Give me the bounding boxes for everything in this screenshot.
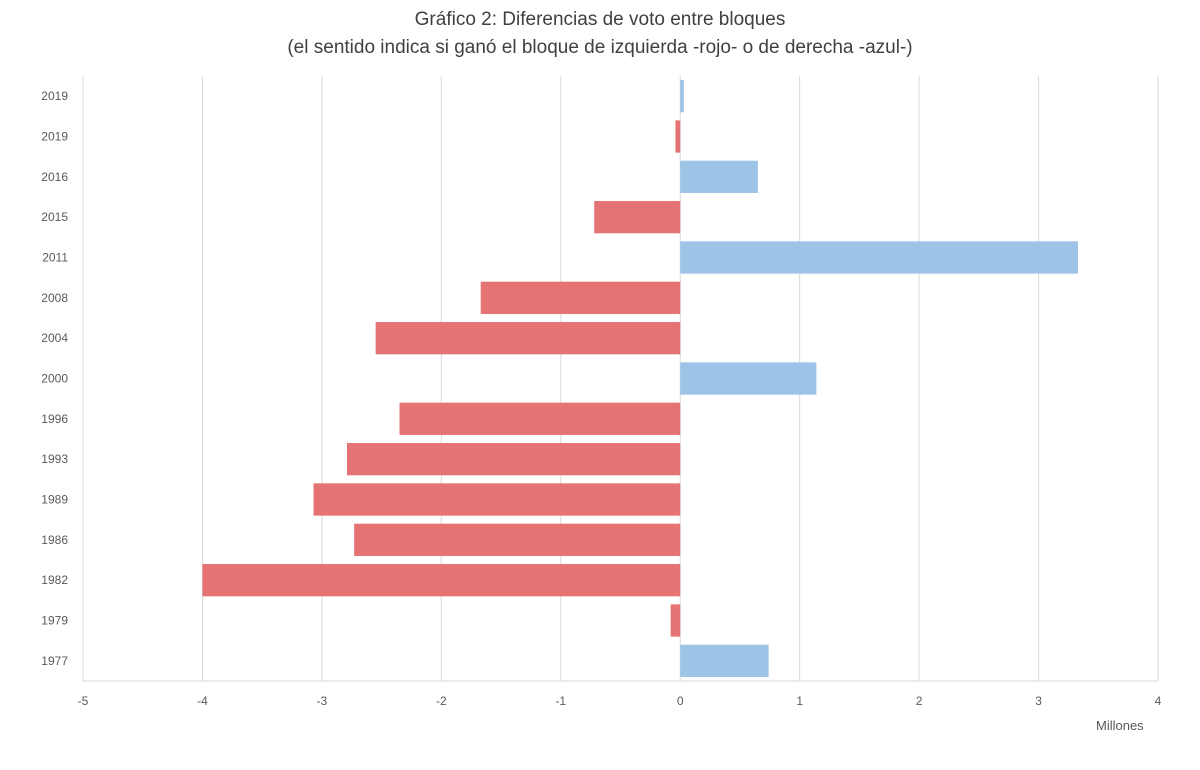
x-tick-label: -1 [555, 694, 566, 708]
y-tick-label: 2011 [42, 251, 68, 265]
bar [399, 402, 681, 435]
y-tick-label: 1989 [41, 493, 68, 507]
x-tick-label: 3 [1035, 694, 1042, 708]
x-tick-label: 2 [916, 694, 923, 708]
y-tick-label: 2004 [41, 331, 68, 345]
x-axis-label: Millones [1096, 718, 1144, 733]
bar [313, 483, 681, 516]
x-tick-label: 0 [677, 694, 684, 708]
y-tick-label: 2015 [41, 210, 68, 224]
x-tick-label: 4 [1155, 694, 1162, 708]
y-tick-label: 1996 [41, 412, 68, 426]
bar [594, 201, 681, 234]
bar [680, 362, 817, 395]
y-tick-label: 2019 [41, 130, 68, 144]
x-tick-label: -3 [317, 694, 328, 708]
bar [675, 120, 681, 153]
bar [202, 564, 681, 597]
bar [480, 281, 681, 314]
x-tick-label: -4 [197, 694, 208, 708]
bar [680, 241, 1078, 274]
bar [680, 80, 684, 113]
bar [346, 443, 681, 476]
y-tick-label: 1977 [41, 654, 68, 668]
y-tick-label: 1979 [41, 614, 68, 628]
chart-subtitle: (el sentido indica si ganó el bloque de … [287, 37, 913, 58]
x-tick-label: 1 [796, 694, 803, 708]
y-tick-label: 1982 [41, 573, 68, 587]
x-tick-label: -2 [436, 694, 447, 708]
bar [680, 160, 758, 193]
chart-title-block: Gráfico 2: Diferencias de voto entre blo… [0, 6, 1200, 62]
y-tick-label: 1993 [41, 452, 68, 466]
bar [354, 523, 681, 556]
y-tick-label: 2016 [41, 170, 68, 184]
chart-title: Gráfico 2: Diferencias de voto entre blo… [414, 9, 786, 30]
bar [680, 644, 769, 677]
bar [375, 322, 681, 355]
y-tick-label: 2000 [41, 372, 68, 386]
x-tick-label: -5 [78, 694, 89, 708]
y-tick-label: 2008 [41, 291, 68, 305]
bar [670, 604, 681, 637]
y-tick-label: 2019 [41, 89, 68, 103]
y-tick-label: 1986 [41, 533, 68, 547]
